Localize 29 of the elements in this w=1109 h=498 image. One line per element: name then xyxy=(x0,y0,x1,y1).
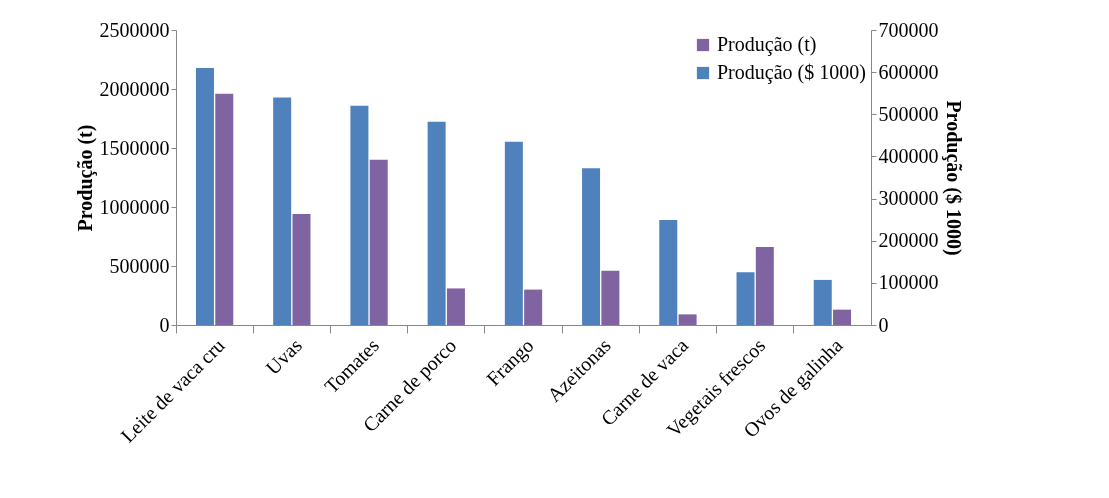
bar xyxy=(813,279,832,325)
y2-tick-label: 700000 xyxy=(878,18,939,41)
y-tick-label: 2500000 xyxy=(99,18,170,41)
y2-tick-label: 600000 xyxy=(878,60,939,83)
bar xyxy=(678,314,697,325)
y-tick-label: 1000000 xyxy=(99,195,170,218)
y2-tick-label: 100000 xyxy=(878,271,939,294)
y2-tick-label: 500000 xyxy=(878,102,939,125)
bar xyxy=(524,289,543,325)
y-axis-title: Produção (t) xyxy=(73,124,97,232)
y2-tick-label: 0 xyxy=(878,313,889,336)
x-tick-label: Leite de vaca cru xyxy=(116,334,229,447)
y-tick-label: 1500000 xyxy=(99,136,170,159)
y-tick-label: 500000 xyxy=(109,254,170,277)
bar xyxy=(659,220,678,325)
bar xyxy=(427,121,446,325)
bar xyxy=(582,168,601,325)
y-tick-label: 2000000 xyxy=(99,77,170,100)
legend-label: Produção (t) xyxy=(717,33,817,56)
x-tick-label: Uvas xyxy=(261,333,307,379)
bar xyxy=(446,288,465,325)
y-tick-label: 0 xyxy=(159,313,170,336)
y2-tick-label: 200000 xyxy=(878,229,939,252)
y2-tick-label: 400000 xyxy=(878,144,939,167)
bar xyxy=(273,97,292,325)
legend-label: Produção ($ 1000) xyxy=(717,61,866,84)
y2-tick-label: 300000 xyxy=(878,187,939,210)
bar xyxy=(504,141,523,325)
y2-axis-title: Produção ($ 1000) xyxy=(941,100,965,256)
